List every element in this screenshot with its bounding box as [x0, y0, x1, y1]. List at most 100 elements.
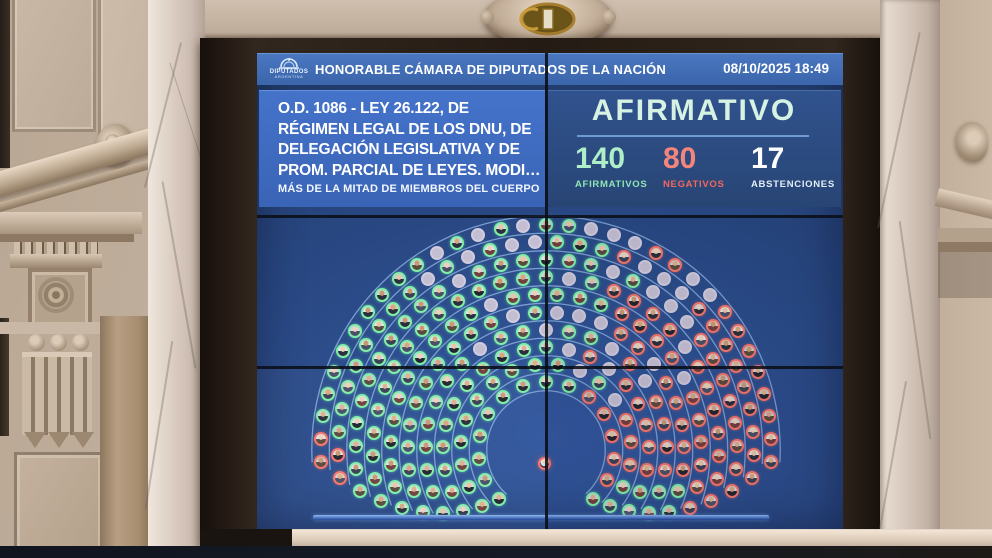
seat	[516, 253, 531, 268]
seat	[348, 358, 363, 373]
seat	[464, 326, 479, 341]
seat	[444, 319, 459, 334]
seat	[656, 416, 671, 431]
capital-band	[10, 254, 102, 268]
seat	[707, 402, 722, 417]
seat	[485, 376, 500, 391]
seat	[527, 287, 542, 302]
seat	[618, 377, 633, 392]
seat	[352, 483, 367, 498]
seat	[455, 356, 469, 371]
seat	[572, 309, 587, 324]
seat	[637, 259, 652, 274]
seat	[638, 417, 653, 432]
seat	[373, 494, 388, 509]
logo-title: DIPUTADOS	[269, 69, 309, 75]
seat	[659, 439, 674, 454]
seat	[633, 484, 648, 499]
rosette-carving	[28, 268, 92, 330]
seat	[584, 276, 599, 291]
seat	[550, 305, 565, 320]
seat	[550, 287, 565, 302]
seat	[392, 272, 406, 286]
seat	[606, 283, 621, 298]
seat	[572, 291, 587, 306]
negativos-value: 80	[663, 142, 697, 175]
seat	[685, 391, 700, 406]
count-abstenciones: 17 ABSTENCIONES	[751, 142, 839, 190]
cd-emblem-icon	[519, 2, 576, 36]
seat	[593, 316, 608, 331]
seat	[711, 448, 726, 463]
ball-ornament	[50, 334, 67, 351]
seat	[728, 461, 743, 476]
seat	[645, 285, 660, 300]
seat	[515, 324, 530, 339]
seat	[717, 305, 732, 320]
wall-shadow	[938, 252, 992, 298]
medallion-knob	[602, 10, 616, 24]
seat	[561, 218, 576, 233]
seat	[347, 323, 362, 338]
seat	[401, 440, 415, 454]
seat	[694, 332, 709, 347]
seat	[624, 435, 639, 450]
seat	[723, 394, 738, 408]
seat	[386, 301, 401, 316]
count-negativos: 80 NEGATIVOS	[663, 142, 751, 190]
seat	[594, 297, 609, 312]
veined-pilaster-right	[877, 0, 940, 558]
seat	[505, 291, 520, 306]
seat	[402, 462, 417, 477]
seat	[427, 334, 442, 349]
seat	[562, 324, 577, 339]
seat	[482, 242, 497, 257]
marble-ledge	[292, 529, 992, 550]
negativos-label: NEGATIVOS	[663, 179, 725, 190]
seat	[491, 491, 506, 506]
seat	[440, 259, 455, 274]
seat	[725, 483, 740, 498]
seat	[371, 351, 386, 366]
seat	[677, 440, 691, 454]
seat	[474, 499, 489, 514]
seat	[602, 361, 617, 376]
seat	[709, 471, 724, 486]
seat	[471, 451, 486, 466]
seat	[401, 370, 416, 385]
marble-panel	[14, 452, 104, 552]
seat	[313, 431, 328, 446]
afirmativos-label: AFIRMATIVOS	[575, 179, 648, 190]
seat	[626, 273, 641, 288]
seat	[331, 424, 346, 439]
entablature	[0, 234, 134, 242]
seat	[757, 386, 772, 401]
seat	[360, 305, 375, 320]
seat	[704, 494, 719, 509]
seat	[690, 359, 705, 374]
scroll-ornament	[956, 122, 988, 162]
seat	[706, 351, 721, 366]
seat	[572, 364, 587, 379]
seat	[336, 343, 351, 358]
seat	[428, 394, 443, 409]
seat	[539, 375, 553, 389]
seat	[446, 340, 461, 355]
verdict-text: AFIRMATIVO	[591, 94, 797, 127]
seat	[649, 394, 664, 409]
seat	[527, 358, 542, 373]
seat	[562, 271, 577, 286]
seat	[746, 424, 761, 439]
seat	[694, 435, 709, 450]
seat	[370, 402, 385, 417]
seat	[627, 294, 642, 309]
seat	[483, 297, 498, 312]
vote-display-screen: DIPUTADOS ARGENTINA HONORABLE CÁMARA DE …	[257, 53, 843, 530]
seat	[316, 409, 331, 424]
seat	[461, 250, 475, 265]
seat	[371, 319, 386, 334]
seat	[420, 462, 435, 477]
header-bar: DIPUTADOS ARGENTINA HONORABLE CÁMARA DE …	[257, 53, 843, 85]
seat	[335, 402, 349, 417]
seat	[494, 257, 508, 272]
